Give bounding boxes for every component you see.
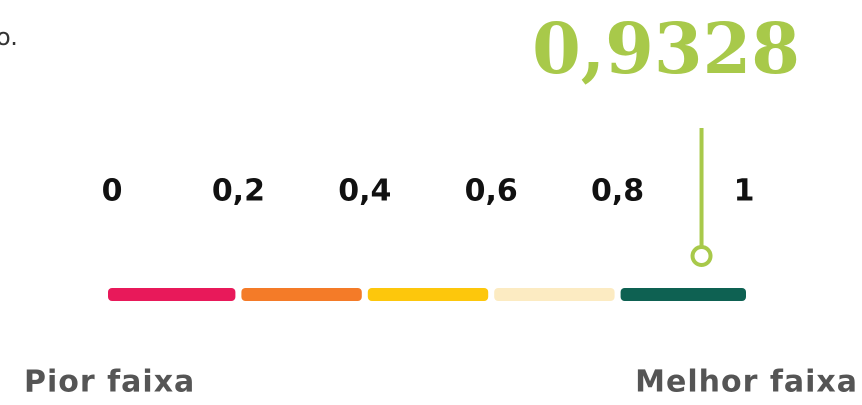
tick-label: 0,4 [338,174,391,209]
scale-band [108,288,236,301]
annotation: o. [0,23,18,51]
tick-label: 0,6 [465,174,518,209]
value-marker-dot [690,245,713,267]
scale-band [367,288,489,301]
scale-band [494,288,615,301]
tick-label: 0,8 [591,174,644,209]
scale-band [241,288,362,301]
tick-label: 1 [734,174,755,209]
low-label: Pior faixa [24,365,195,400]
scale-band [620,288,746,301]
high-label: Melhor faixa [635,365,858,400]
tick-label: 0 [102,174,123,209]
tick-label: 0,2 [212,174,265,209]
value-label: 0,9328 [532,7,800,90]
